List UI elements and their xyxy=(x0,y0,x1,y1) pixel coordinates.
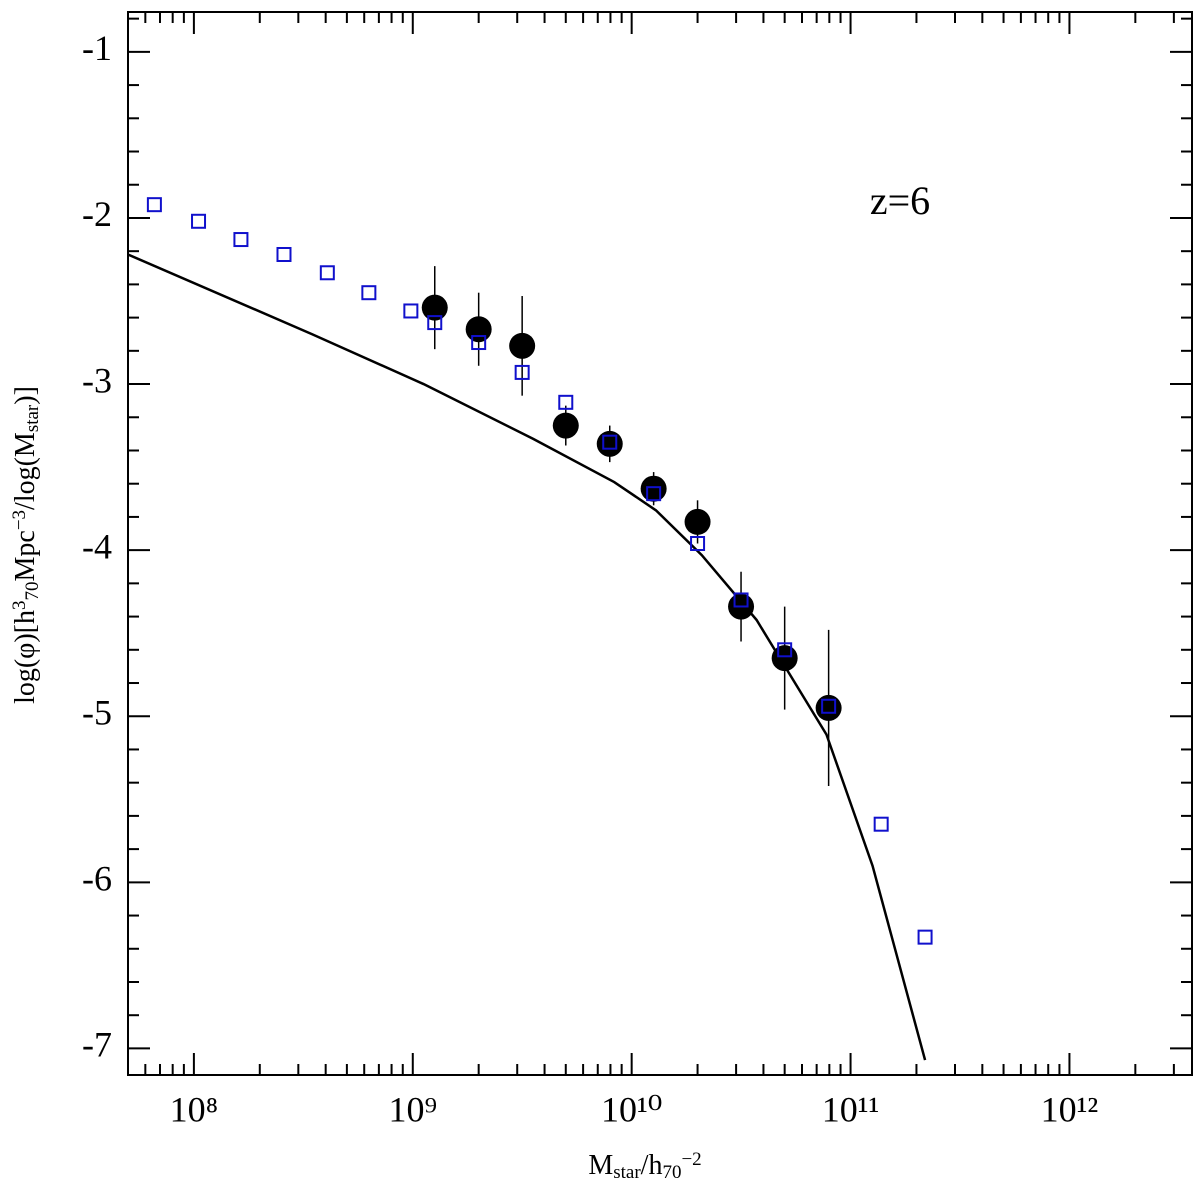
square-point xyxy=(646,486,662,502)
square-point xyxy=(233,232,249,248)
x-tick-label: 10⁹ xyxy=(388,1089,437,1129)
ylabel-part: )] xyxy=(10,386,41,405)
model-line xyxy=(128,253,927,1061)
square-point xyxy=(191,213,207,229)
ylabel-part: 70 xyxy=(22,582,43,601)
square-point xyxy=(319,265,335,281)
square-point xyxy=(471,335,487,351)
square-point xyxy=(558,394,574,410)
x-tick-label: 10¹¹ xyxy=(822,1089,880,1129)
ylabel-part: 3 xyxy=(9,601,30,611)
circle-point xyxy=(465,316,492,343)
xlabel-part: star xyxy=(613,1162,641,1183)
circle-point xyxy=(771,645,798,672)
x-tick-label: 10⁸ xyxy=(170,1089,219,1129)
square-point xyxy=(733,592,749,608)
plot-frame xyxy=(127,11,1193,1076)
y-tick-label: -3 xyxy=(82,360,112,400)
y-tick-label: -5 xyxy=(82,693,112,733)
x-tick-label: 10¹⁰ xyxy=(601,1089,662,1129)
y-tick-label: -7 xyxy=(82,1025,112,1065)
square-point xyxy=(514,364,530,380)
circle-point xyxy=(509,332,536,359)
y-axis-label: log(φ)[h370Mpc−3/log(Mstar)] xyxy=(9,386,43,704)
circle-point xyxy=(684,508,711,535)
square-point xyxy=(361,285,377,301)
ylabel-part: /log(M xyxy=(10,432,41,510)
xlabel-part: −2 xyxy=(681,1149,701,1170)
circle-point xyxy=(552,412,579,439)
circle-point xyxy=(640,475,667,502)
ylabel-part: star xyxy=(22,404,43,432)
square-point xyxy=(146,197,162,213)
xlabel-part: 70 xyxy=(662,1162,681,1183)
square-point xyxy=(777,642,793,658)
y-tick-label: -2 xyxy=(82,194,112,234)
square-point xyxy=(873,816,889,832)
x-axis-label: Mstar/h70−2 xyxy=(588,1149,701,1183)
square-point xyxy=(403,303,419,319)
ylabel-part: −3 xyxy=(9,510,30,530)
xlabel-part: /h xyxy=(641,1150,663,1181)
square-point xyxy=(427,315,443,331)
plot-area xyxy=(128,197,933,1061)
square-point xyxy=(276,246,292,262)
x-tick-label: 10¹² xyxy=(1041,1089,1099,1129)
y-tick-label: -1 xyxy=(82,28,112,68)
ylabel-part: Mpc xyxy=(10,530,41,581)
xlabel-part: M xyxy=(588,1150,613,1181)
annotation: z=6 xyxy=(870,178,930,223)
circle-point xyxy=(421,294,448,321)
square-point xyxy=(602,434,618,450)
square-point xyxy=(690,536,706,551)
square-point xyxy=(821,698,837,714)
y-tick-label: -4 xyxy=(82,526,112,566)
square-point xyxy=(917,929,933,945)
ylabel-part: log(φ)[h xyxy=(10,610,41,704)
y-tick-label: -6 xyxy=(82,859,112,899)
